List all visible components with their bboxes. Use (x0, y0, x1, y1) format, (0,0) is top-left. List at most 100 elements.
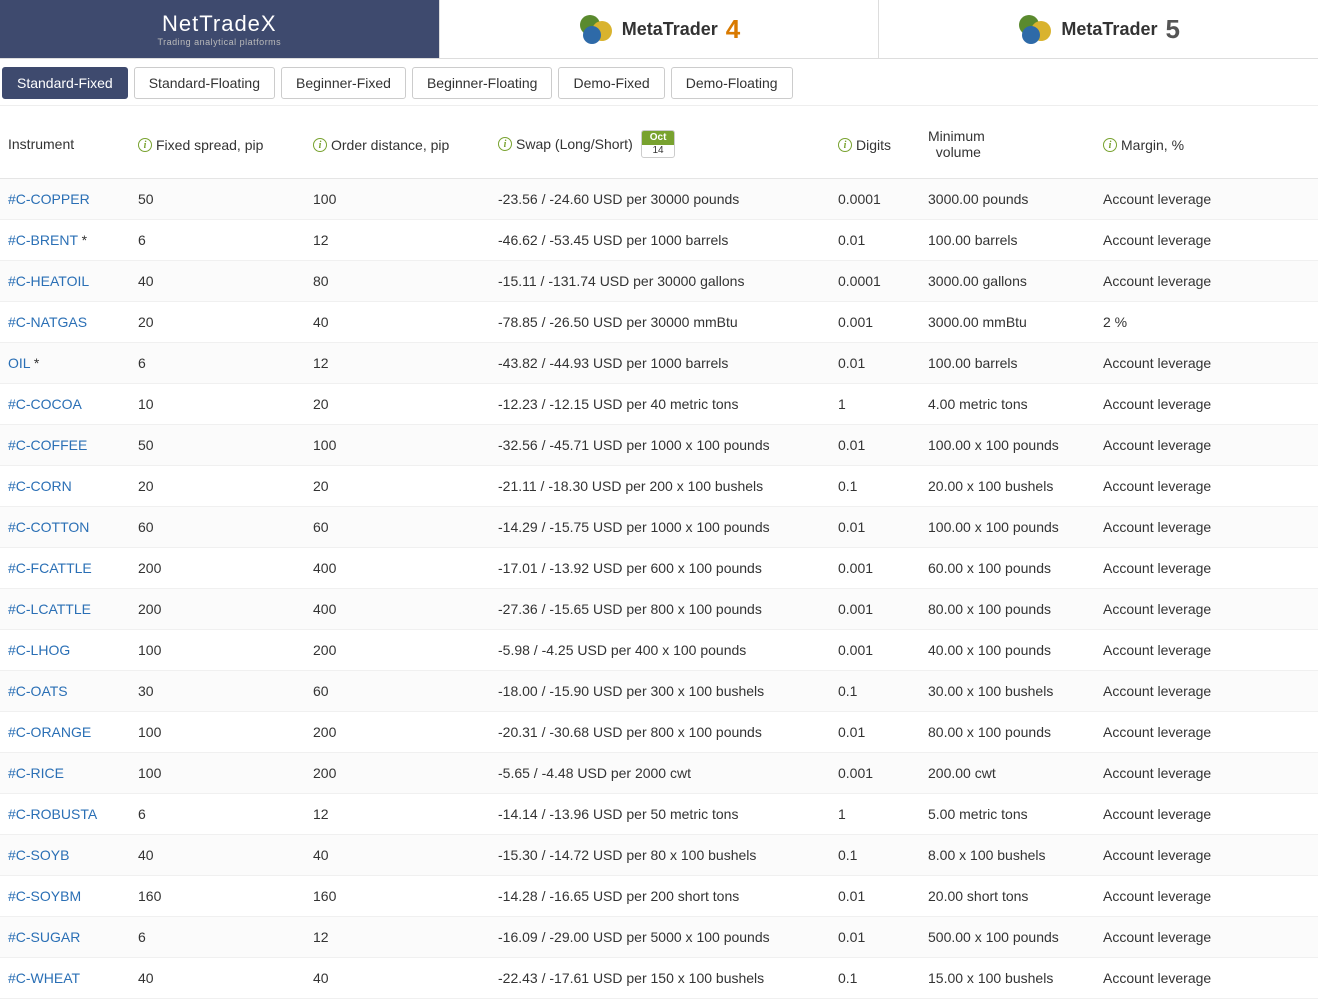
instrument-link[interactable]: OIL (8, 355, 30, 371)
cell-digits: 1 (830, 794, 920, 835)
cell-digits: 0.01 (830, 220, 920, 261)
cell-swap: -32.56 / -45.71 USD per 1000 x 100 pound… (490, 425, 830, 466)
star-marker: * (78, 232, 87, 248)
instrument-link[interactable]: #C-WHEAT (8, 970, 80, 986)
cell-margin: Account leverage (1095, 384, 1318, 425)
sub-tab-standard-floating[interactable]: Standard-Floating (134, 67, 275, 99)
instrument-link[interactable]: #C-SOYBM (8, 888, 81, 904)
tab-metatrader5[interactable]: MetaTrader 5 (879, 0, 1318, 58)
cell-margin: Account leverage (1095, 261, 1318, 302)
nettradex-logo-main: NetTradeX (162, 11, 277, 37)
cell-margin: Account leverage (1095, 466, 1318, 507)
col-header-swap[interactable]: i Swap (Long/Short) Oct 14 (490, 106, 830, 179)
cell-spread: 10 (130, 384, 305, 425)
cell-min-volume: 200.00 cwt (920, 753, 1095, 794)
instrument-link[interactable]: #C-CORN (8, 478, 72, 494)
metatrader4-icon (578, 11, 614, 47)
sub-tab-demo-fixed[interactable]: Demo-Fixed (558, 67, 664, 99)
cell-order-distance: 100 (305, 179, 490, 220)
col-header-spread-label: Fixed spread, pip (156, 137, 263, 153)
cell-spread: 6 (130, 343, 305, 384)
cell-min-volume: 20.00 x 100 bushels (920, 466, 1095, 507)
cell-margin: Account leverage (1095, 671, 1318, 712)
cell-margin: 2 % (1095, 302, 1318, 343)
table-row: #C-LCATTLE200400-27.36 / -15.65 USD per … (0, 589, 1318, 630)
col-header-spread[interactable]: iFixed spread, pip (130, 106, 305, 179)
cell-swap: -16.09 / -29.00 USD per 5000 x 100 pound… (490, 917, 830, 958)
col-header-minvol-line1: Minimum (928, 128, 985, 144)
cell-min-volume: 5.00 metric tons (920, 794, 1095, 835)
cell-spread: 30 (130, 671, 305, 712)
date-badge-month: Oct (642, 131, 675, 145)
table-row: #C-COCOA 1020-12.23 / -12.15 USD per 40 m… (0, 384, 1318, 425)
instrument-link[interactable]: #C-LCATTLE (8, 601, 91, 617)
cell-spread: 50 (130, 425, 305, 466)
cell-swap: -5.65 / -4.48 USD per 2000 cwt (490, 753, 830, 794)
col-header-margin[interactable]: iMargin, % (1095, 106, 1318, 179)
cell-digits: 0.1 (830, 466, 920, 507)
instrument-link[interactable]: #C-SUGAR (8, 929, 80, 945)
cell-margin: Account leverage (1095, 630, 1318, 671)
tab-nettradex[interactable]: NetTradeX Trading analytical platforms (0, 0, 440, 58)
instrument-link[interactable]: #C-HEATOIL (8, 273, 89, 289)
date-badge: Oct 14 (641, 130, 676, 158)
cell-min-volume: 4.00 metric tons (920, 384, 1095, 425)
sub-tab-standard-fixed[interactable]: Standard-Fixed (2, 67, 128, 99)
instrument-link[interactable]: #C-RICE (8, 765, 64, 781)
info-icon: i (838, 138, 852, 152)
instrument-link[interactable]: #C-COTTON (8, 519, 89, 535)
cell-min-volume: 100.00 barrels (920, 343, 1095, 384)
col-header-swap-label: Swap (Long/Short) (516, 136, 633, 152)
cell-swap: -14.28 / -16.65 USD per 200 short tons (490, 876, 830, 917)
tab-metatrader4[interactable]: MetaTrader 4 (440, 0, 880, 58)
sub-tab-demo-floating[interactable]: Demo-Floating (671, 67, 793, 99)
sub-tab-beginner-fixed[interactable]: Beginner-Fixed (281, 67, 406, 99)
table-row: #C-SUGAR612-16.09 / -29.00 USD per 5000 … (0, 917, 1318, 958)
cell-digits: 0.01 (830, 712, 920, 753)
instrument-link[interactable]: #C-ROBUSTA (8, 806, 97, 822)
instrument-link[interactable]: #C-COPPER (8, 191, 90, 207)
cell-min-volume: 80.00 x 100 pounds (920, 589, 1095, 630)
cell-swap: -21.11 / -18.30 USD per 200 x 100 bushel… (490, 466, 830, 507)
instruments-table-body: #C-COPPER50100-23.56 / -24.60 USD per 30… (0, 179, 1318, 999)
table-row: #C-SOYB4040-15.30 / -14.72 USD per 80 x … (0, 835, 1318, 876)
col-header-instrument[interactable]: Instrument (0, 106, 130, 179)
col-header-digits-label: Digits (856, 137, 891, 153)
cell-spread: 6 (130, 220, 305, 261)
table-row: #C-NATGAS2040-78.85 / -26.50 USD per 300… (0, 302, 1318, 343)
sub-tab-beginner-floating[interactable]: Beginner-Floating (412, 67, 553, 99)
instrument-link[interactable]: #C-SOYB (8, 847, 69, 863)
metatrader5-number: 5 (1165, 14, 1179, 45)
col-header-digits[interactable]: i Digits (830, 106, 920, 179)
cell-order-distance: 20 (305, 384, 490, 425)
cell-spread: 60 (130, 507, 305, 548)
instrument-link[interactable]: #C-FCATTLE (8, 560, 92, 576)
table-row: #C-BRENT *612-46.62 / -53.45 USD per 100… (0, 220, 1318, 261)
cell-order-distance: 12 (305, 220, 490, 261)
instrument-link[interactable]: #C-BRENT (8, 232, 78, 248)
instrument-link[interactable]: #C-ORANGE (8, 724, 91, 740)
instrument-link[interactable]: #C-LHOG (8, 642, 70, 658)
cell-margin: Account leverage (1095, 343, 1318, 384)
table-row: #C-COPPER50100-23.56 / -24.60 USD per 30… (0, 179, 1318, 220)
cell-swap: -23.56 / -24.60 USD per 30000 pounds (490, 179, 830, 220)
nettradex-logo-sub: Trading analytical platforms (157, 37, 281, 47)
table-row: #C-WHEAT4040-22.43 / -17.61 USD per 150 … (0, 958, 1318, 999)
info-icon: i (498, 137, 512, 151)
cell-margin: Account leverage (1095, 712, 1318, 753)
cell-order-distance: 40 (305, 835, 490, 876)
instrument-link[interactable]: #C-OATS (8, 683, 68, 699)
cell-order-distance: 100 (305, 425, 490, 466)
col-header-min-volume[interactable]: Minimum volume (920, 106, 1095, 179)
metatrader5-icon (1017, 11, 1053, 47)
cell-digits: 0.01 (830, 425, 920, 466)
instrument-link[interactable]: #C-COFFEE (8, 437, 87, 453)
cell-spread: 200 (130, 548, 305, 589)
instrument-link[interactable]: #C-NATGAS (8, 314, 87, 330)
cell-swap: -12.23 / -12.15 USD per 40 metric tons (490, 384, 830, 425)
cell-order-distance: 60 (305, 507, 490, 548)
cell-min-volume: 500.00 x 100 pounds (920, 917, 1095, 958)
col-header-order-distance[interactable]: iOrder distance, pip (305, 106, 490, 179)
cell-spread: 160 (130, 876, 305, 917)
instrument-link[interactable]: #C-COCOA (8, 396, 82, 412)
